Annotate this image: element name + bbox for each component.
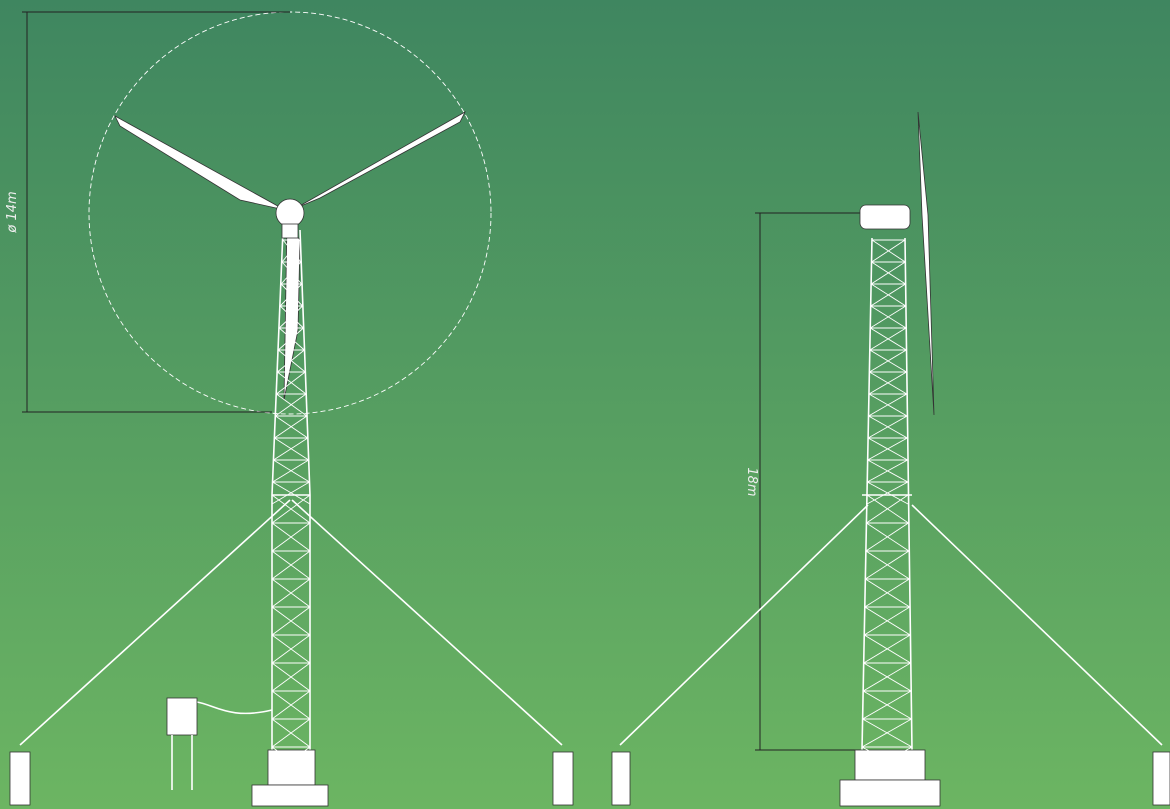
background bbox=[0, 0, 1170, 809]
foundation bbox=[268, 750, 315, 785]
control-box bbox=[167, 698, 197, 735]
nacelle bbox=[860, 205, 910, 229]
anchor bbox=[10, 752, 30, 805]
foundation bbox=[840, 780, 940, 806]
hub bbox=[276, 199, 304, 227]
nacelle bbox=[282, 224, 298, 238]
foundation bbox=[855, 750, 925, 780]
anchor bbox=[612, 752, 630, 805]
dimension-label: 18m bbox=[744, 467, 759, 496]
anchor bbox=[1153, 752, 1170, 805]
dimension-label: ø 14m bbox=[5, 191, 20, 233]
foundation bbox=[252, 785, 328, 806]
drawing: ø 14m 18m bbox=[0, 0, 1170, 809]
anchor bbox=[553, 752, 573, 805]
page: ø 14m 18m (() => { const data = JSON.par… bbox=[0, 0, 1170, 809]
